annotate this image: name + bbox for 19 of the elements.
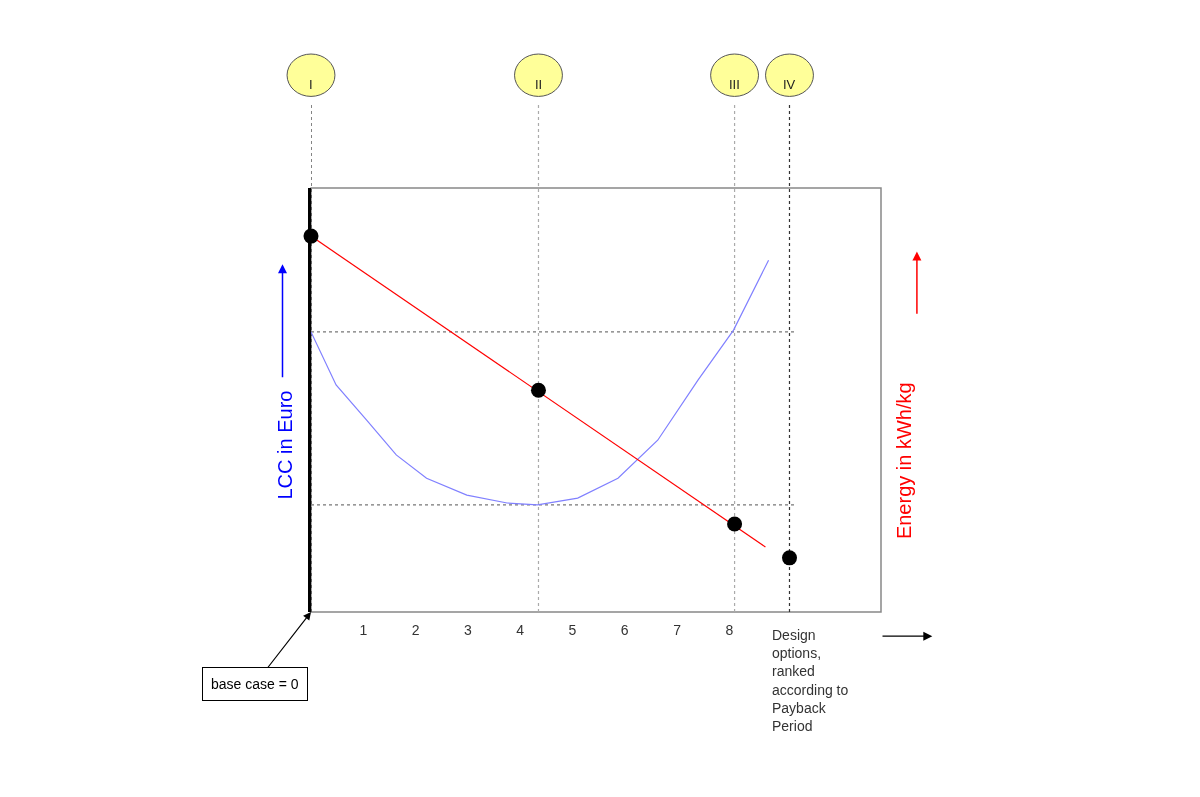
x-tick-label: 3 <box>463 622 472 638</box>
x-tick-label: 2 <box>411 622 420 638</box>
ref-line-label: II <box>535 77 543 92</box>
ref-line-label: IV <box>783 77 796 92</box>
point <box>782 550 797 566</box>
y-axis-title: LCC in Euro <box>273 390 296 500</box>
y2-axis-title: Energy in kWh/kg <box>892 382 915 540</box>
x-tick-label: 6 <box>620 622 629 638</box>
x-tick-label: 1 <box>359 622 368 638</box>
ref-line-label: III <box>729 77 740 92</box>
ref-line-label: I <box>309 77 313 92</box>
point <box>530 382 546 398</box>
x-tick-label: 7 <box>673 622 682 638</box>
x-tick-label: 8 <box>725 622 734 638</box>
x-tick-label: 4 <box>516 622 525 638</box>
annotation: base case = 0 <box>211 676 299 692</box>
point <box>727 516 743 532</box>
x-tick-label: 5 <box>568 622 577 638</box>
x-axis-title: Design options, ranked according to Payback Period <box>772 627 849 734</box>
